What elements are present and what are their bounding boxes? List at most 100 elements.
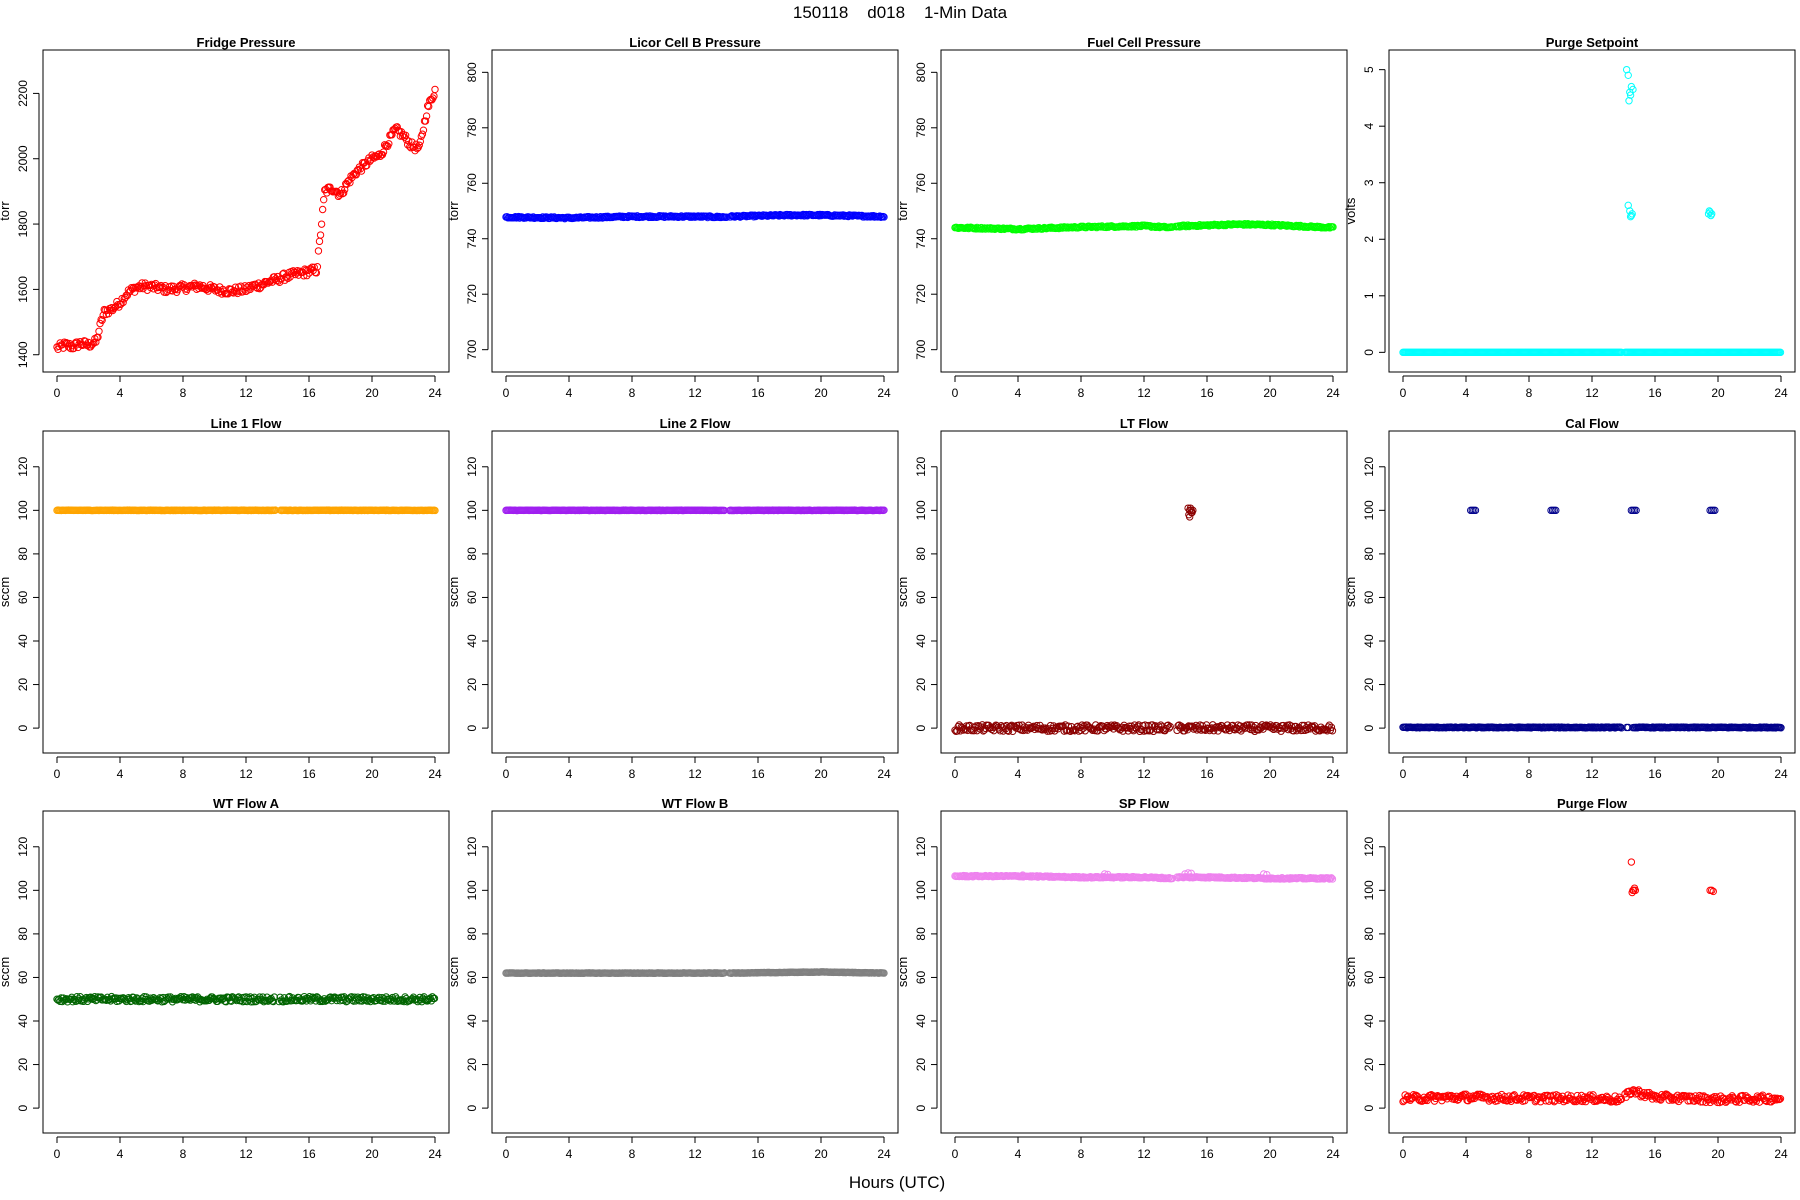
data-points bbox=[502, 210, 888, 223]
y-tick-label: 80 bbox=[465, 927, 479, 941]
data-point bbox=[305, 993, 314, 1001]
x-tick-label: 8 bbox=[629, 767, 636, 781]
x-tick-label: 16 bbox=[1648, 1147, 1662, 1161]
data-point bbox=[1406, 1096, 1415, 1104]
y-tick-label: 20 bbox=[914, 678, 928, 692]
y-tick-label: 40 bbox=[914, 1014, 928, 1028]
data-point bbox=[1586, 1091, 1594, 1099]
y-tick-label: 40 bbox=[16, 1014, 30, 1028]
x-tick-label: 20 bbox=[814, 386, 828, 400]
plot-frame bbox=[42, 430, 450, 754]
x-tick-label: 8 bbox=[180, 767, 187, 781]
data-point bbox=[313, 263, 322, 271]
x-tick-label: 16 bbox=[1200, 767, 1214, 781]
data-point bbox=[999, 727, 1007, 735]
data-point bbox=[393, 123, 401, 131]
y-tick-label: 20 bbox=[16, 1058, 30, 1072]
data-point bbox=[1704, 210, 1713, 218]
data-point bbox=[1325, 721, 1334, 729]
data-points bbox=[53, 85, 439, 353]
panel-title: Licor Cell B Pressure bbox=[629, 35, 761, 50]
data-point bbox=[95, 327, 103, 335]
data-point bbox=[1187, 506, 1195, 515]
y-tick-label: 720 bbox=[914, 284, 928, 304]
data-point bbox=[242, 287, 250, 296]
y-tick-label: 100 bbox=[1362, 500, 1376, 520]
x-tick-label: 20 bbox=[365, 1147, 379, 1161]
data-point bbox=[303, 271, 311, 280]
data-point bbox=[1707, 211, 1715, 220]
data-point bbox=[299, 996, 307, 1005]
y-tick-label: 780 bbox=[914, 117, 928, 137]
data-point bbox=[1631, 886, 1640, 895]
y-tick-label: 60 bbox=[1362, 970, 1376, 984]
x-tick-label: 24 bbox=[877, 386, 891, 400]
y-tick-label: 40 bbox=[16, 634, 30, 648]
data-point bbox=[1645, 1088, 1653, 1097]
x-tick-label: 20 bbox=[814, 1147, 828, 1161]
y-tick-label: 5 bbox=[1362, 66, 1376, 73]
data-point bbox=[1423, 1096, 1431, 1105]
x-tick-label: 0 bbox=[1400, 1147, 1407, 1161]
x-tick-label: 12 bbox=[239, 1147, 253, 1161]
x-tick-label: 12 bbox=[239, 767, 253, 781]
x-tick-label: 16 bbox=[751, 1147, 765, 1161]
x-axis: 0 4 8 12 16 20 24 bbox=[54, 756, 442, 781]
data-point bbox=[1632, 506, 1640, 515]
x-tick-label: 8 bbox=[1078, 767, 1085, 781]
plot-frame bbox=[42, 810, 450, 1134]
x-tick-label: 0 bbox=[54, 767, 61, 781]
data-point bbox=[1247, 721, 1256, 729]
data-point bbox=[415, 141, 423, 149]
data-point bbox=[1696, 1098, 1705, 1106]
data-point bbox=[84, 995, 93, 1003]
x-tick-label: 4 bbox=[1463, 386, 1470, 400]
data-point bbox=[349, 170, 357, 179]
y-tick-label: 740 bbox=[914, 228, 928, 248]
y-tick-label: 0 bbox=[1362, 1104, 1376, 1111]
data-point bbox=[1776, 348, 1785, 357]
y-tick-label: 60 bbox=[914, 970, 928, 984]
panel-title: SP Flow bbox=[1119, 796, 1170, 811]
x-tick-label: 24 bbox=[1774, 386, 1788, 400]
data-point bbox=[99, 311, 107, 319]
x-axis: 0 4 8 12 16 20 24 bbox=[1400, 756, 1788, 781]
y-tick-label: 80 bbox=[1362, 927, 1376, 941]
x-tick-label: 4 bbox=[117, 767, 124, 781]
data-point bbox=[1166, 722, 1174, 731]
y-tick-label: 4 bbox=[1362, 123, 1376, 130]
x-tick-label: 16 bbox=[1648, 767, 1662, 781]
x-tick-label: 20 bbox=[365, 767, 379, 781]
y-tick-label: 100 bbox=[914, 880, 928, 900]
x-tick-label: 8 bbox=[180, 1147, 187, 1161]
data-point bbox=[1624, 71, 1632, 80]
x-tick-label: 16 bbox=[302, 767, 316, 781]
x-tick-label: 8 bbox=[1526, 1147, 1533, 1161]
data-points bbox=[53, 992, 439, 1006]
y-tick-label: 60 bbox=[16, 970, 30, 984]
x-tick-label: 8 bbox=[1078, 386, 1085, 400]
data-point bbox=[132, 997, 140, 1005]
y-tick-label: 20 bbox=[465, 678, 479, 692]
x-tick-label: 12 bbox=[1585, 1147, 1599, 1161]
x-tick-label: 12 bbox=[1137, 386, 1151, 400]
y-tick-label: 800 bbox=[914, 62, 928, 82]
data-point bbox=[316, 231, 325, 239]
x-axis: 0 4 8 12 16 20 24 bbox=[952, 375, 1340, 400]
y-tick-label: 20 bbox=[914, 1058, 928, 1072]
y-tick-label: 60 bbox=[465, 590, 479, 604]
data-point bbox=[431, 85, 439, 94]
x-tick-label: 4 bbox=[117, 386, 124, 400]
data-point bbox=[1401, 1091, 1409, 1099]
data-point bbox=[73, 338, 81, 346]
data-point bbox=[431, 506, 439, 515]
data-point bbox=[422, 112, 431, 120]
y-axis-label: torr bbox=[446, 201, 461, 221]
